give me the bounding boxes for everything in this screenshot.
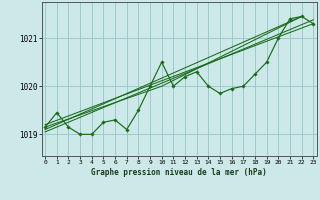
X-axis label: Graphe pression niveau de la mer (hPa): Graphe pression niveau de la mer (hPa) bbox=[91, 168, 267, 177]
